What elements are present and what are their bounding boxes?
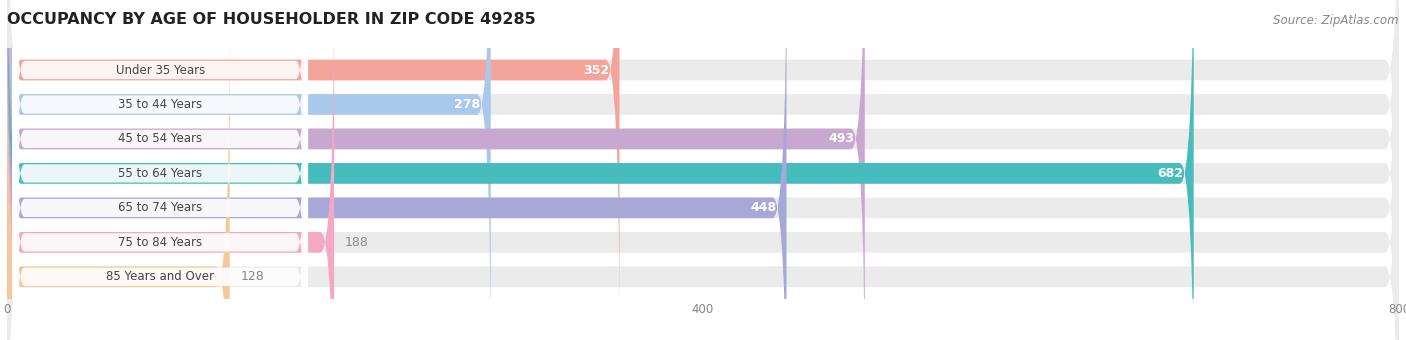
Text: 35 to 44 Years: 35 to 44 Years [118,98,202,111]
FancyBboxPatch shape [7,0,1399,340]
FancyBboxPatch shape [7,0,491,340]
Text: 188: 188 [344,236,368,249]
FancyBboxPatch shape [13,0,308,340]
Text: 45 to 54 Years: 45 to 54 Years [118,133,202,146]
Text: Source: ZipAtlas.com: Source: ZipAtlas.com [1274,15,1399,28]
FancyBboxPatch shape [7,0,1399,340]
FancyBboxPatch shape [7,0,786,340]
FancyBboxPatch shape [7,0,1399,340]
FancyBboxPatch shape [13,10,308,340]
Text: OCCUPANCY BY AGE OF HOUSEHOLDER IN ZIP CODE 49285: OCCUPANCY BY AGE OF HOUSEHOLDER IN ZIP C… [7,13,536,28]
Text: 448: 448 [749,201,776,214]
Text: 85 Years and Over: 85 Years and Over [105,270,214,283]
FancyBboxPatch shape [7,0,335,340]
FancyBboxPatch shape [7,0,620,335]
FancyBboxPatch shape [7,0,1399,340]
FancyBboxPatch shape [13,0,308,340]
FancyBboxPatch shape [7,12,1399,340]
FancyBboxPatch shape [13,45,308,340]
Text: 128: 128 [240,270,264,283]
FancyBboxPatch shape [7,0,1399,340]
FancyBboxPatch shape [7,0,1399,335]
FancyBboxPatch shape [7,0,865,340]
FancyBboxPatch shape [7,0,1194,340]
Text: 65 to 74 Years: 65 to 74 Years [118,201,202,214]
FancyBboxPatch shape [13,0,308,302]
FancyBboxPatch shape [13,0,308,340]
Text: 352: 352 [583,64,609,76]
Text: 75 to 84 Years: 75 to 84 Years [118,236,202,249]
Text: 55 to 64 Years: 55 to 64 Years [118,167,202,180]
Text: 493: 493 [828,133,855,146]
FancyBboxPatch shape [13,0,308,337]
Text: 278: 278 [454,98,481,111]
Text: Under 35 Years: Under 35 Years [115,64,205,76]
FancyBboxPatch shape [7,12,229,340]
Text: 682: 682 [1157,167,1184,180]
